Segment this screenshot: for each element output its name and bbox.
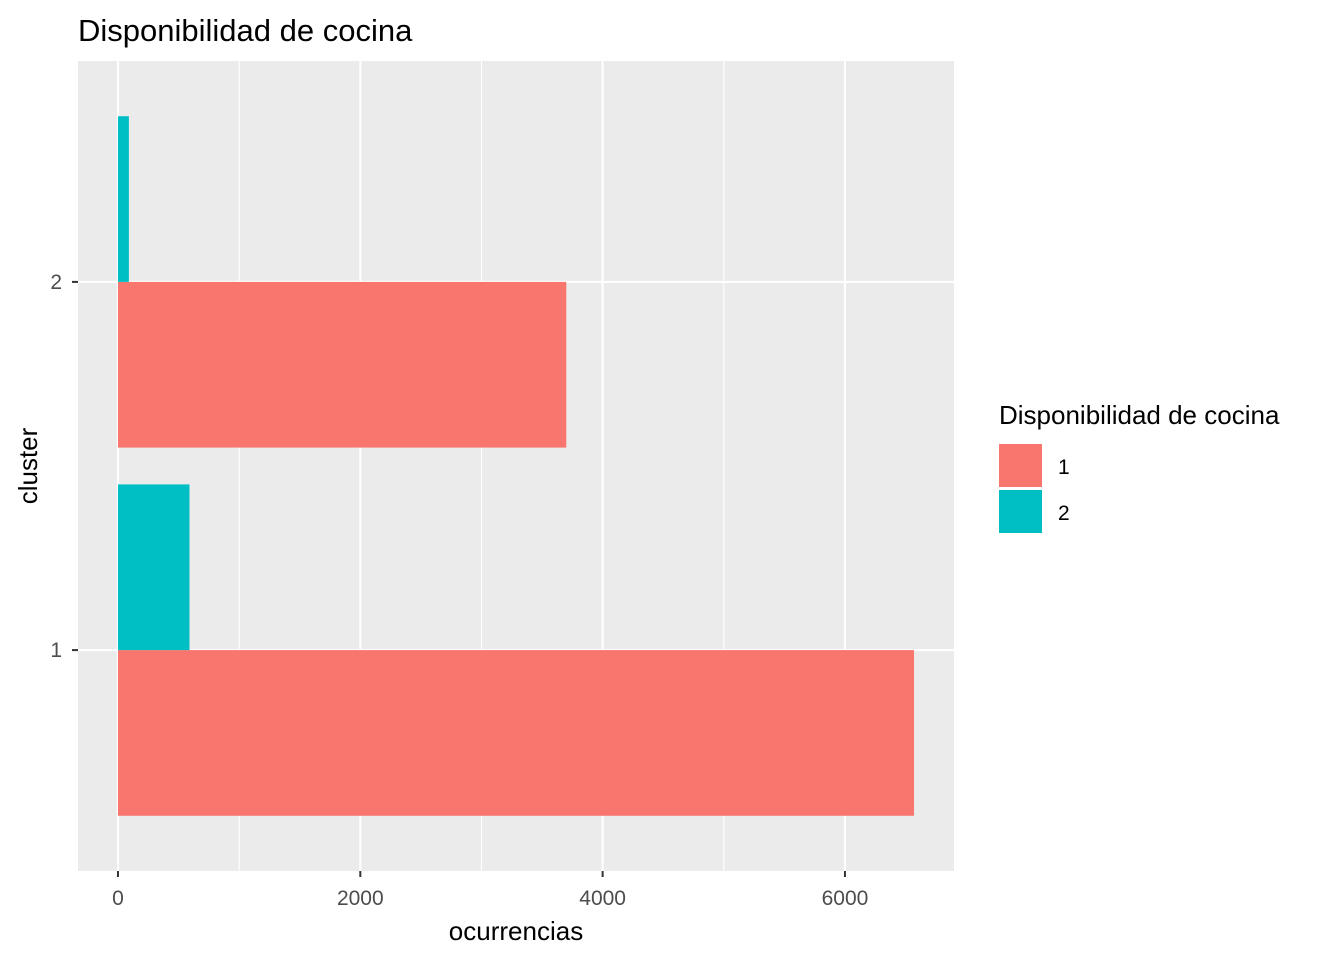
legend-label-1: 1 [1058,456,1070,479]
y-axis-ticks: 12 [50,271,78,662]
x-tick-label: 4000 [579,887,626,910]
x-tick-label: 0 [112,887,124,910]
bar-cluster-2-series-1 [117,281,567,448]
bar-cluster-2-series-2 [117,116,129,282]
legend-key-2 [999,490,1042,533]
chart-title: Disponibilidad de cocina [78,13,413,48]
legend: Disponibilidad de cocina 12 [999,400,1280,533]
x-axis-ticks: 0 2000 4000 6000 [112,871,868,910]
bar-cluster-1-series-1 [117,650,915,816]
x-axis-label: ocurrencias [449,916,583,946]
bars [117,116,915,816]
y-tick-label: 1 [50,639,62,662]
legend-key-1 [999,444,1042,487]
legend-label-2: 2 [1058,502,1070,525]
y-tick-label: 2 [50,271,62,294]
bar-cluster-1-series-2 [117,484,190,651]
x-tick-label: 6000 [822,887,869,910]
y-axis-label: cluster [13,427,43,504]
x-tick-label: 2000 [337,887,384,910]
legend-title: Disponibilidad de cocina [999,400,1280,430]
legend-items: 12 [999,444,1070,533]
